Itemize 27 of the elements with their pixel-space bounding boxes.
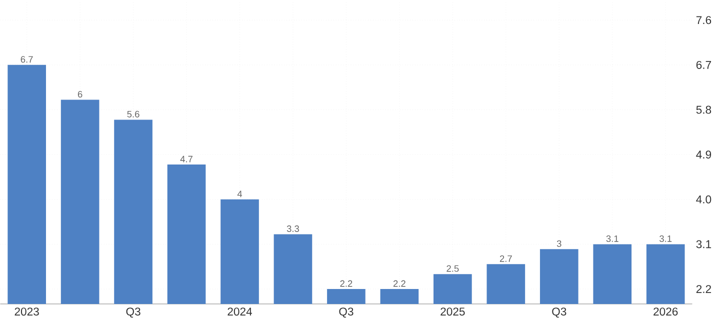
x-tick-label: Q3 [339,308,354,318]
y-tick-label: 4.9 [696,150,712,159]
y-tick-label: 3.1 [696,240,712,248]
data-label: 2.2 [340,280,352,287]
x-tick-label: Q3 [126,308,140,318]
x-tick-label: 2024 [228,308,252,316]
data-label: 2.7 [500,255,512,262]
y-tick-label: 2.2 [696,285,712,293]
data-label: 4 [237,190,242,198]
data-label: 5.6 [127,110,140,118]
y-tick-label: 4.0 [696,195,712,204]
data-label: 6.7 [20,56,33,63]
data-label: 3 [556,240,562,247]
data-label: 4.7 [180,156,192,162]
y-tick-label: 5.8 [696,106,712,114]
data-label: 2.5 [446,265,459,272]
x-tick-label: 2025 [440,308,465,316]
x-tick-label: Q3 [552,308,566,318]
data-label: 2.2 [393,280,406,287]
y-tick-label: 6.7 [696,60,712,69]
data-label: 3.3 [286,225,300,232]
x-tick-label: 2023 [14,308,39,316]
data-label: 6 [78,90,82,98]
x-tick-label: 2026 [654,308,678,316]
data-label: 3.1 [606,235,618,242]
data-label: 3.1 [660,235,672,242]
y-tick-label: 7.6 [696,16,712,24]
